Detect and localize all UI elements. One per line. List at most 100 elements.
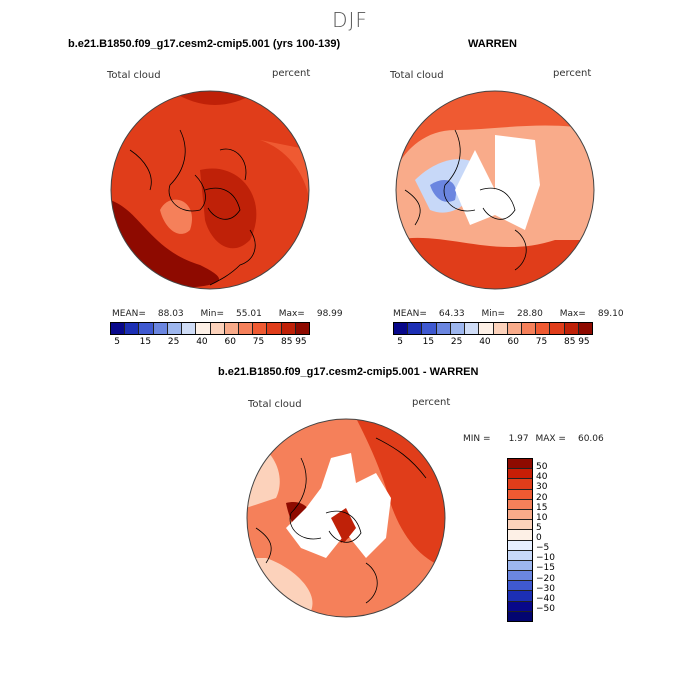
map-panel1: [110, 90, 310, 290]
map-panel2: [395, 90, 595, 290]
colorbar-panel1-ticks: 5 15 25 40 60 75 85 95: [110, 337, 308, 349]
panel1-max-label: Max=: [278, 309, 305, 319]
colorbar-panel1-swatch: [196, 323, 211, 334]
colorbar-diff-tick-label: 30: [536, 482, 548, 493]
colorbar-panel1-swatch: [224, 323, 239, 334]
map-panel3: [246, 418, 446, 618]
colorbar-diff-swatch: [508, 479, 532, 490]
colorbar-panel2-tick-label: 40: [479, 337, 491, 347]
map3-missing-area: [286, 453, 391, 558]
colorbar-diff-tick-label: −50: [536, 603, 555, 614]
panel2-min-label: Min=: [481, 309, 506, 319]
panel1-min-label: Min=: [200, 309, 225, 319]
panel2-min-value: 28.80: [517, 309, 543, 319]
colorbar-panel1-swatch: [167, 323, 183, 334]
colorbar-panel1-swatch: [182, 323, 197, 334]
map3-region-very-high: [331, 508, 356, 543]
map2-missing-area: [455, 135, 540, 230]
colorbar-panel2-swatch: [450, 323, 466, 334]
colorbar-panel2-swatch: [436, 323, 451, 334]
colorbar-diff-tick-label: −20: [536, 573, 555, 584]
panel1-variable-label: Total cloud: [107, 70, 161, 81]
colorbar-diff-tick-label: 20: [536, 492, 548, 503]
colorbar-diff-ticks: 50 40 30 20 15 10 5 0 −5 −10 −15 −20 −30 −40 −50: [536, 458, 576, 620]
panel1-mean-label: MEAN=: [112, 309, 146, 319]
colorbar-panel1-tick-label: 25: [167, 337, 180, 347]
panel2-units-label: percent: [553, 68, 592, 79]
colorbar-diff-tick-label: 50: [536, 462, 548, 473]
panel3-title: b.e21.B1850.f09_g17.cesm2-cmip5.001 - WA…: [218, 366, 479, 378]
colorbar-panel1-swatch: [253, 323, 268, 334]
colorbar-panel2-swatch: [493, 323, 508, 334]
colorbar-panel2-swatch: [564, 323, 579, 334]
season-title: DJF: [332, 8, 368, 32]
map1-coastlines: [129, 129, 256, 286]
colorbar-panel2-swatch: [507, 323, 522, 334]
colorbar-panel1-tick-label: 60: [224, 337, 236, 347]
colorbar-panel2-swatch: [578, 323, 593, 334]
map2-region-high: [396, 91, 594, 170]
colorbar-panel1-swatch: [111, 323, 126, 334]
colorbar-panel2-swatch: [422, 323, 437, 334]
colorbar-panel1-tick-label: 85: [281, 337, 293, 347]
colorbar-diff-tick-label: −5: [536, 543, 550, 554]
colorbar-diff-swatch: [508, 611, 532, 621]
panel3-stats: MIN = 1.97 MAX = 60.06: [463, 434, 618, 444]
colorbar-diff-swatch: [508, 469, 532, 480]
colorbar-panel1-tick-label: 40: [196, 337, 208, 347]
colorbar-diff-tick-label: 40: [536, 472, 548, 483]
panel1-mean-value: 88.03: [157, 309, 184, 319]
map1-region-high: [260, 140, 309, 210]
panel3-max-value: 60.06: [577, 434, 604, 444]
map3-border: [246, 418, 446, 618]
colorbar-diff-swatch: [508, 581, 532, 592]
panel2-mean-label: MEAN=: [393, 309, 427, 319]
panel2-title: WARREN: [468, 38, 517, 50]
map3-region-low: [247, 438, 280, 508]
map1-border: [110, 90, 310, 290]
panel2-stats: MEAN= 64.33 Min= 28.80 Max= 89.10: [393, 309, 638, 319]
colorbar-panel2-swatch: [521, 323, 537, 334]
colorbar-panel1-swatch: [267, 323, 282, 334]
colorbar-panel2-tick-label: 5: [397, 337, 403, 347]
colorbar-diff-tick-label: −40: [536, 593, 555, 604]
colorbar-panel2-tick-label: 60: [507, 337, 519, 347]
colorbar-panel2-swatch: [394, 323, 409, 334]
colorbar-diff-swatch: [508, 530, 532, 541]
map2-border: [395, 90, 595, 290]
colorbar-diff-swatch: [508, 540, 532, 551]
panel3-max-label: MAX =: [535, 434, 566, 444]
colorbar-panel2: [393, 322, 593, 335]
colorbar-diff-swatch: [508, 571, 532, 582]
map3-coastlines: [255, 437, 427, 604]
colorbar-diff-swatch: [508, 489, 532, 500]
colorbar-panel1-tick-label: 95: [295, 337, 307, 347]
colorbar-panel2-swatch: [465, 323, 480, 334]
colorbar-panel1-tick-label: 15: [139, 337, 152, 347]
colorbar-panel1-swatch: [295, 323, 310, 334]
colorbar-diff-tick-label: 10: [536, 512, 548, 523]
colorbar-panel1-tick-label: 5: [114, 337, 120, 347]
colorbar-diff-swatch: [508, 499, 532, 510]
colorbar-diff: [507, 458, 533, 622]
colorbar-panel1-swatch: [139, 323, 154, 334]
panel1-units-label: percent: [272, 68, 311, 79]
colorbar-diff-swatch: [508, 560, 532, 572]
colorbar-panel1: [110, 322, 310, 335]
colorbar-diff-swatch: [508, 509, 532, 521]
panel2-mean-value: 64.33: [438, 309, 465, 319]
colorbar-diff-swatch: [508, 459, 532, 470]
panel1-max-value: 98.99: [316, 309, 343, 319]
colorbar-diff-swatch: [508, 520, 532, 531]
panel2-max-value: 89.10: [597, 309, 624, 319]
colorbar-panel1-swatch: [281, 323, 296, 334]
panel3-min-label: MIN =: [463, 434, 491, 444]
colorbar-panel2-swatch: [408, 323, 423, 334]
colorbar-diff-tick-label: 5: [536, 522, 542, 533]
colorbar-panel2-tick-label: 85: [564, 337, 576, 347]
map2-coastlines: [404, 129, 527, 271]
colorbar-diff-swatch: [508, 550, 532, 561]
panel2-variable-label: Total cloud: [390, 70, 444, 81]
panel3-variable-label: Total cloud: [248, 399, 302, 410]
colorbar-diff-tick-label: 15: [536, 502, 548, 513]
